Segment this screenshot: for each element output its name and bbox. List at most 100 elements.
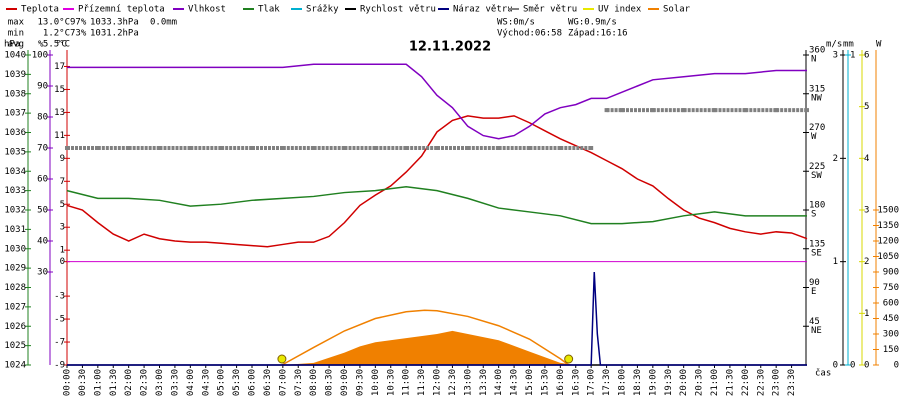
x-tick-label: 06:30 — [263, 369, 273, 396]
x-tick-label: 10:00 — [371, 369, 381, 396]
y-tick-label: 270 — [809, 123, 825, 133]
x-tick-label: 09:00 — [340, 369, 350, 396]
y-tick-label: 70 — [37, 144, 48, 154]
info-value: 1033.3hPa — [90, 18, 139, 28]
axis-unit: hPa — [4, 40, 20, 50]
x-tick-label: 21:30 — [725, 369, 735, 396]
x-tick-label: 19:00 — [648, 369, 658, 396]
y-tick-label: 450 — [883, 314, 899, 324]
series-line — [67, 271, 807, 366]
y-tick-label: 360 — [809, 46, 825, 56]
x-tick-label: 11:30 — [417, 369, 427, 396]
y-tick-label: -3 — [54, 292, 65, 302]
x-tick-label: 17:00 — [587, 369, 597, 396]
series-line — [66, 115, 808, 248]
y-tick-label: 0 — [850, 361, 855, 371]
y-tick-label: 0 — [833, 361, 838, 371]
series-line — [66, 185, 807, 225]
x-tick-label: 04:00 — [186, 369, 196, 396]
axis-unit: mm — [843, 40, 854, 50]
y-tick-label: 1036 — [4, 128, 26, 138]
y-tick-label: 180 — [809, 201, 825, 211]
y-tick-label: 1024 — [4, 361, 26, 371]
series-line — [67, 63, 807, 140]
x-tick-label: 13:30 — [479, 369, 489, 396]
x-tick-label: 04:30 — [201, 369, 211, 396]
y-tick-label: 300 — [883, 330, 899, 340]
y-tick-label: 2 — [833, 154, 838, 164]
x-tick-label: 05:00 — [217, 369, 227, 396]
y-tick-label: 600 — [883, 299, 899, 309]
chart-title: 12.11.2022 — [409, 40, 491, 55]
y-tick-label: 1038 — [4, 89, 26, 99]
y-tick-label: -5 — [54, 315, 65, 325]
legend-label: Teplota — [21, 5, 59, 15]
info-value: 13.0°C — [37, 18, 70, 28]
info-value: 73% — [70, 29, 87, 39]
y-tick-label: 6 — [864, 51, 869, 61]
legend-label: UV index — [598, 5, 642, 15]
y-tick-label: 30 — [37, 268, 48, 278]
y-tick-label: 1039 — [4, 70, 26, 80]
x-tick-label: 00:00 — [63, 369, 73, 396]
y-tick-label: 1 — [864, 309, 869, 319]
x-tick-label: 09:30 — [355, 369, 365, 396]
y-tick-label: 1037 — [4, 109, 26, 119]
x-tick-label: 11:00 — [402, 369, 412, 396]
x-tick-label: 06:00 — [248, 369, 258, 396]
y-tick-label: -7 — [54, 338, 65, 348]
x-tick-label: 12:30 — [448, 369, 458, 396]
y-tick-label: 1500 — [877, 206, 899, 216]
y-tick-label: 3 — [833, 51, 838, 61]
x-tick-label: 08:30 — [325, 369, 335, 396]
y-tick-label: 15 — [54, 85, 65, 95]
compass-label: NW — [811, 93, 822, 103]
y-tick-label: 1 — [60, 246, 65, 256]
legend-label: Rychlost větru — [360, 5, 436, 15]
y-tick-label: 1025 — [4, 341, 26, 351]
y-tick-label: 4 — [864, 154, 869, 164]
y-tick-label: 1035 — [4, 147, 26, 157]
y-tick-label: 3 — [864, 206, 869, 216]
y-tick-label: 7 — [60, 177, 65, 187]
legend-label: Vlhkost — [188, 5, 226, 15]
x-tick-label: 03:30 — [170, 369, 180, 396]
x-tick-label: 15:00 — [525, 369, 535, 396]
x-tick-label: 12:00 — [433, 369, 443, 396]
y-tick-label: 0 — [864, 361, 869, 371]
info-label: min — [8, 29, 24, 39]
y-tick-label: 80 — [37, 113, 48, 123]
y-tick-label: 1 — [850, 51, 855, 61]
x-tick-label: 10:30 — [386, 369, 396, 396]
x-tick-label: 23:00 — [772, 369, 782, 396]
x-tick-label: 23:30 — [787, 369, 797, 396]
info-rain: 0.0mm — [150, 18, 177, 28]
x-tick-label: 21:00 — [710, 369, 720, 396]
info-value: 5.5°C — [43, 40, 70, 50]
y-tick-label: 1031 — [4, 225, 26, 235]
wind-info: WS:0m/s — [497, 18, 535, 28]
y-tick-label: 0 — [60, 257, 65, 267]
x-tick-label: 20:30 — [695, 369, 705, 396]
y-tick-label: 150 — [883, 345, 899, 355]
legend-label: Náraz větru — [453, 5, 513, 15]
y-tick-label: 750 — [883, 283, 899, 293]
y-tick-label: 1033 — [4, 186, 26, 196]
y-tick-label: 1030 — [4, 244, 26, 254]
x-tick-label: 18:30 — [633, 369, 643, 396]
y-tick-label: 40 — [37, 237, 48, 247]
x-tick-label: 15:30 — [540, 369, 550, 396]
info-label: max — [8, 18, 25, 28]
y-tick-label: 1034 — [4, 167, 26, 177]
info-value: 1.2°C — [43, 29, 70, 39]
y-tick-label: 1200 — [877, 237, 899, 247]
x-tick-label: 01:30 — [109, 369, 119, 396]
y-tick-label: 5 — [864, 102, 869, 112]
compass-label: N — [811, 55, 816, 65]
x-tick-label: 20:00 — [679, 369, 689, 396]
y-tick-label: 90 — [37, 82, 48, 92]
x-tick-label: 22:00 — [741, 369, 751, 396]
sun-mark — [564, 354, 574, 364]
info-label: avg — [8, 40, 24, 50]
